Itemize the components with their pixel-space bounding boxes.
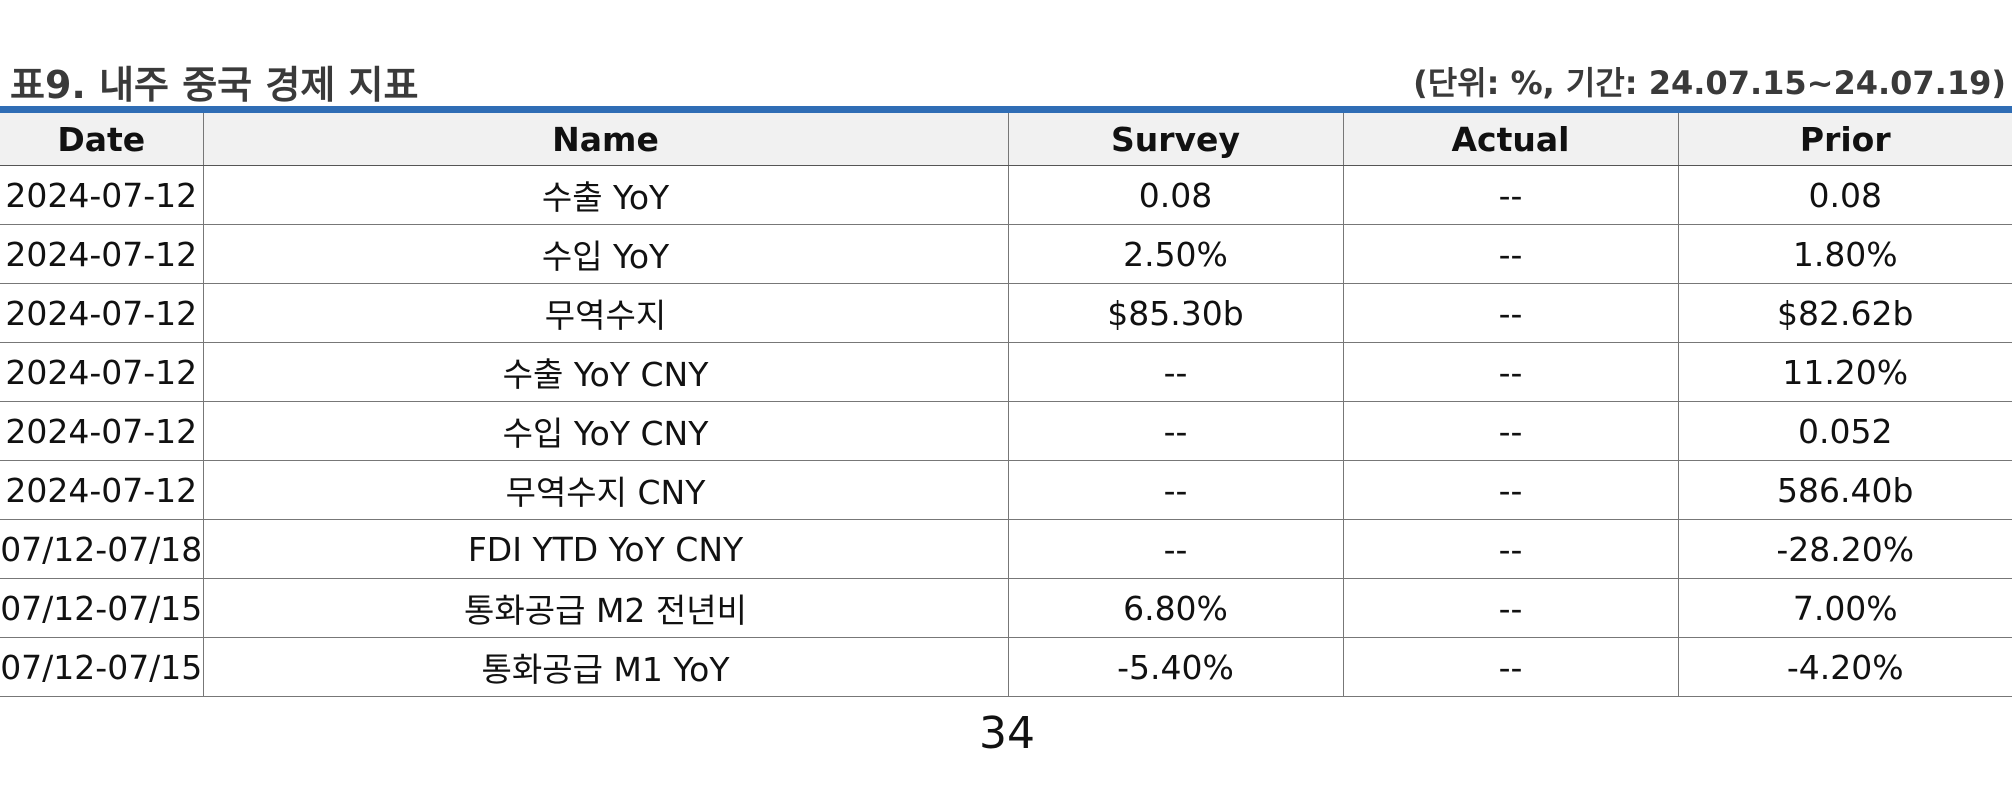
cell-name: 통화공급 M2 전년비	[202, 578, 1008, 638]
cell-prior: 586.40b	[1677, 460, 2012, 520]
cell-prior: 0.08	[1677, 165, 2012, 225]
table-header-row: Date Name Survey Actual Prior	[0, 113, 2012, 166]
economic-indicator-table: Date Name Survey Actual Prior 2024-07-12…	[0, 113, 2012, 697]
cell-date: 2024-07-12	[0, 342, 203, 402]
cell-name: 수출 YoY	[202, 165, 1008, 225]
cell-date: 2024-07-12	[0, 165, 203, 225]
table-row: 2024-07-12 수출 YoY 0.08 -- 0.08	[0, 165, 2012, 225]
cell-prior: -28.20%	[1677, 519, 2012, 579]
table-row: 2024-07-12 수입 YoY CNY -- -- 0.052	[0, 401, 2012, 461]
cell-actual: --	[1342, 224, 1678, 284]
cell-survey: --	[1007, 519, 1343, 579]
column-header-name: Name	[202, 113, 1008, 166]
cell-actual: --	[1342, 342, 1678, 402]
cell-prior: 11.20%	[1677, 342, 2012, 402]
accent-rule	[0, 106, 2012, 113]
table-row: 2024-07-12 무역수지 CNY -- -- 586.40b	[0, 460, 2012, 520]
table-title: 표9. 내주 중국 경제 지표	[10, 63, 419, 107]
page-number: 34	[979, 708, 1035, 759]
cell-name: 무역수지 CNY	[202, 460, 1008, 520]
cell-survey: --	[1007, 342, 1343, 402]
cell-survey: $85.30b	[1007, 283, 1343, 343]
cell-actual: --	[1342, 578, 1678, 638]
cell-prior: 1.80%	[1677, 224, 2012, 284]
cell-date: 07/12-07/18	[0, 519, 203, 579]
cell-survey: --	[1007, 460, 1343, 520]
table-row: 2024-07-12 수출 YoY CNY -- -- 11.20%	[0, 342, 2012, 402]
table-row: 07/12-07/18 FDI YTD YoY CNY -- -- -28.20…	[0, 519, 2012, 579]
cell-date: 2024-07-12	[0, 401, 203, 461]
table-caption-bar: 표9. 내주 중국 경제 지표 (단위: %, 기간: 24.07.15~24.…	[0, 50, 2010, 107]
cell-actual: --	[1342, 401, 1678, 461]
cell-date: 07/12-07/15	[0, 637, 203, 697]
cell-name: 수입 YoY CNY	[202, 401, 1008, 461]
cell-name: 통화공급 M1 YoY	[202, 637, 1008, 697]
cell-name: FDI YTD YoY CNY	[202, 519, 1008, 579]
cell-survey: 0.08	[1007, 165, 1343, 225]
table-row: 07/12-07/15 통화공급 M1 YoY -5.40% -- -4.20%	[0, 637, 2012, 697]
cell-name: 수입 YoY	[202, 224, 1008, 284]
cell-survey: --	[1007, 401, 1343, 461]
cell-prior: 7.00%	[1677, 578, 2012, 638]
cell-prior: -4.20%	[1677, 637, 2012, 697]
cell-actual: --	[1342, 519, 1678, 579]
cell-actual: --	[1342, 283, 1678, 343]
cell-survey: -5.40%	[1007, 637, 1343, 697]
table-row: 2024-07-12 수입 YoY 2.50% -- 1.80%	[0, 224, 2012, 284]
column-header-survey: Survey	[1007, 113, 1343, 166]
column-header-prior: Prior	[1677, 113, 2012, 166]
cell-prior: $82.62b	[1677, 283, 2012, 343]
column-header-date: Date	[0, 113, 203, 166]
cell-name: 무역수지	[202, 283, 1008, 343]
table-row: 07/12-07/15 통화공급 M2 전년비 6.80% -- 7.00%	[0, 578, 2012, 638]
cell-date: 2024-07-12	[0, 460, 203, 520]
cell-date: 2024-07-12	[0, 224, 203, 284]
column-header-actual: Actual	[1342, 113, 1678, 166]
cell-actual: --	[1342, 460, 1678, 520]
cell-prior: 0.052	[1677, 401, 2012, 461]
cell-actual: --	[1342, 165, 1678, 225]
cell-date: 07/12-07/15	[0, 578, 203, 638]
cell-actual: --	[1342, 637, 1678, 697]
cell-survey: 2.50%	[1007, 224, 1343, 284]
table-row: 2024-07-12 무역수지 $85.30b -- $82.62b	[0, 283, 2012, 343]
unit-period-note: (단위: %, 기간: 24.07.15~24.07.19)	[1413, 64, 2006, 102]
cell-date: 2024-07-12	[0, 283, 203, 343]
cell-name: 수출 YoY CNY	[202, 342, 1008, 402]
cell-survey: 6.80%	[1007, 578, 1343, 638]
